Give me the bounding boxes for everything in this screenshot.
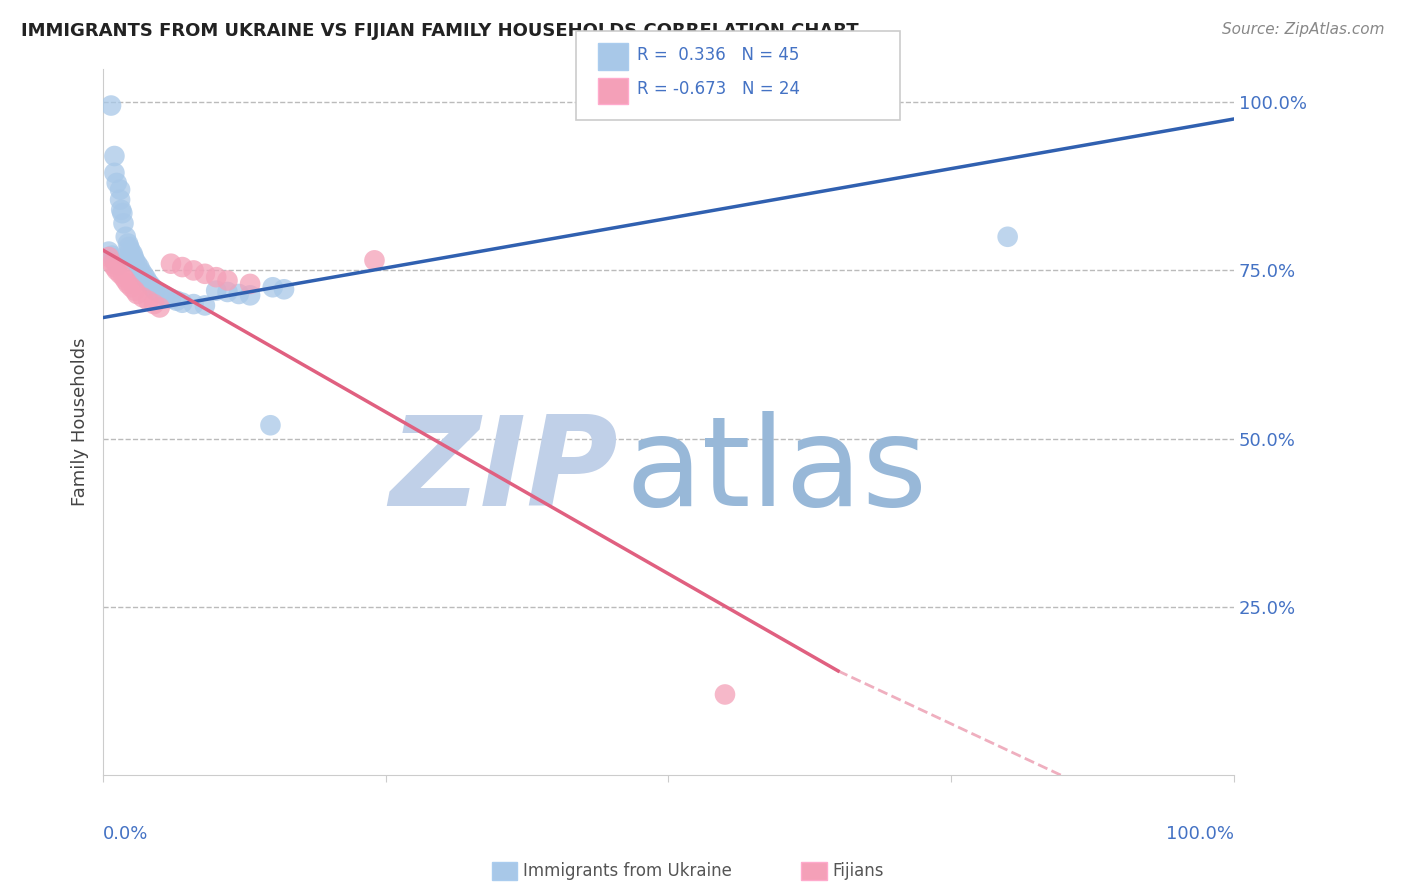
Point — [131, 265, 153, 279]
Point — [117, 277, 139, 291]
Text: ZIP: ZIP — [389, 411, 617, 532]
Point — [205, 284, 228, 298]
Point — [132, 268, 155, 282]
Point — [118, 240, 141, 254]
Point — [143, 297, 166, 311]
Point — [97, 250, 120, 264]
Point — [111, 206, 134, 220]
Y-axis label: Family Households: Family Households — [72, 338, 89, 506]
Point — [217, 285, 239, 299]
Point — [239, 288, 262, 302]
Point — [172, 295, 194, 310]
Point — [104, 255, 127, 269]
Point — [183, 263, 205, 277]
Point — [172, 260, 194, 274]
Text: Source: ZipAtlas.com: Source: ZipAtlas.com — [1222, 22, 1385, 37]
Point — [114, 229, 136, 244]
Point — [155, 289, 177, 303]
Point — [143, 284, 166, 298]
Point — [228, 287, 250, 301]
Point — [112, 270, 135, 285]
Point — [108, 267, 131, 281]
Point — [114, 274, 136, 288]
Point — [108, 193, 131, 207]
Point — [138, 276, 160, 290]
Point — [108, 183, 131, 197]
Text: atlas: atlas — [626, 411, 928, 532]
Point — [105, 263, 128, 277]
Point — [135, 271, 157, 285]
Point — [714, 688, 737, 702]
Text: R = -0.673   N = 24: R = -0.673 N = 24 — [637, 80, 800, 98]
Point — [103, 252, 125, 266]
Point — [160, 257, 183, 271]
Point — [122, 250, 145, 264]
Point — [103, 149, 125, 163]
Point — [138, 293, 160, 308]
Point — [239, 277, 262, 291]
Point — [110, 202, 132, 217]
Point — [997, 229, 1019, 244]
Point — [149, 301, 172, 315]
Point — [124, 284, 146, 298]
Point — [128, 260, 150, 274]
Point — [100, 98, 122, 112]
Point — [117, 236, 139, 251]
Point — [112, 216, 135, 230]
Point — [120, 244, 142, 258]
Point — [121, 246, 143, 260]
Text: IMMIGRANTS FROM UKRAINE VS FIJIAN FAMILY HOUSEHOLDS CORRELATION CHART: IMMIGRANTS FROM UKRAINE VS FIJIAN FAMILY… — [21, 22, 859, 40]
Point — [125, 287, 148, 301]
Point — [142, 281, 165, 295]
Point — [125, 257, 148, 271]
Point — [194, 298, 217, 312]
Point — [105, 176, 128, 190]
Point — [194, 267, 217, 281]
Point — [205, 270, 228, 285]
Text: Immigrants from Ukraine: Immigrants from Ukraine — [523, 862, 733, 880]
Text: R =  0.336   N = 45: R = 0.336 N = 45 — [637, 46, 799, 64]
Point — [131, 290, 153, 304]
Text: 0.0%: 0.0% — [103, 825, 149, 843]
Point — [97, 244, 120, 259]
Point — [166, 293, 188, 308]
Point — [363, 253, 385, 268]
Point — [103, 260, 125, 274]
Point — [101, 257, 124, 271]
Point — [124, 253, 146, 268]
Point — [273, 282, 295, 296]
Point — [101, 249, 124, 263]
Point — [262, 280, 284, 294]
Point — [217, 274, 239, 288]
Point — [107, 258, 129, 272]
Point — [149, 286, 172, 301]
Text: 100.0%: 100.0% — [1166, 825, 1234, 843]
Text: Fijians: Fijians — [832, 862, 884, 880]
Point — [259, 418, 281, 433]
Point — [103, 166, 125, 180]
Point — [183, 297, 205, 311]
Point — [139, 278, 162, 293]
Point — [120, 280, 142, 294]
Point — [160, 292, 183, 306]
